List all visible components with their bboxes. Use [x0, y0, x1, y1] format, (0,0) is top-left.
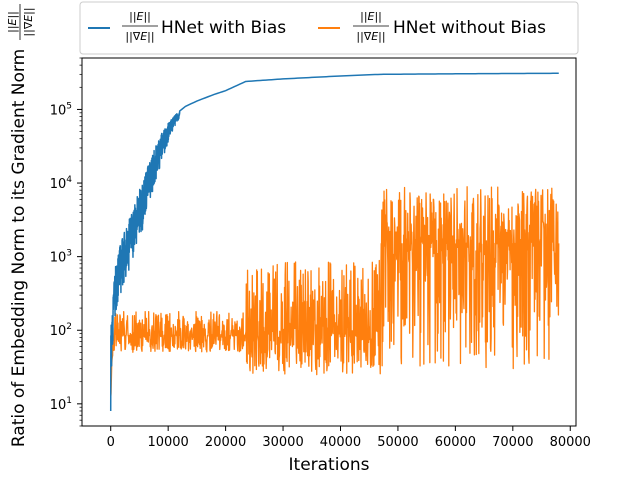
- y-tick-label: 103: [50, 249, 72, 266]
- legend-label-with-bias: HNet with Bias: [161, 18, 286, 38]
- y-axis-label-group: Ratio of Embedding Norm to its Gradient …: [6, 4, 35, 447]
- x-tick-label: 80000: [550, 435, 591, 450]
- x-tick-label: 30000: [262, 435, 303, 450]
- legend: ||E|| ||∇E|| HNet with Bias ||E|| ||∇E||…: [79, 1, 579, 55]
- series-line-with-bias: [109, 72, 559, 411]
- y-axis-label: Ratio of Embedding Norm to its Gradient …: [9, 49, 29, 447]
- x-tick-label: 10000: [147, 435, 188, 450]
- y-axis: 101 102 103 104 105: [50, 57, 82, 427]
- x-tick-label: 20000: [205, 435, 246, 450]
- y-tick-label: 104: [50, 175, 73, 192]
- x-tick-label: 0: [107, 435, 115, 450]
- series-layer: [109, 72, 560, 411]
- series-line-without-bias: [110, 186, 560, 399]
- y-tick-label: 105: [50, 101, 72, 118]
- x-axis-label: Iterations: [289, 455, 370, 475]
- plot-frame: [81, 57, 577, 427]
- y-axis-label-frac-den: ||∇E||: [22, 7, 35, 36]
- y-tick-label: 102: [50, 322, 72, 339]
- legend-frac-num-without-bias: ||E||: [360, 10, 382, 23]
- y-axis-label-frac-num: ||E||: [6, 11, 19, 33]
- legend-frac-den-without-bias: ||∇E||: [356, 30, 385, 43]
- legend-label-without-bias: HNet without Bias: [393, 18, 546, 38]
- x-tick-label: 40000: [320, 435, 361, 450]
- x-tick-label: 50000: [377, 435, 418, 450]
- x-tick-label: 70000: [492, 435, 533, 450]
- x-tick-label: 60000: [435, 435, 476, 450]
- legend-frac-num-with-bias: ||E||: [129, 10, 151, 23]
- y-tick-label: 101: [50, 396, 72, 413]
- legend-frac-den-with-bias: ||∇E||: [125, 30, 154, 43]
- x-axis: 0 10000 20000 30000 40000 50000 60000 70000 8000…: [107, 426, 591, 450]
